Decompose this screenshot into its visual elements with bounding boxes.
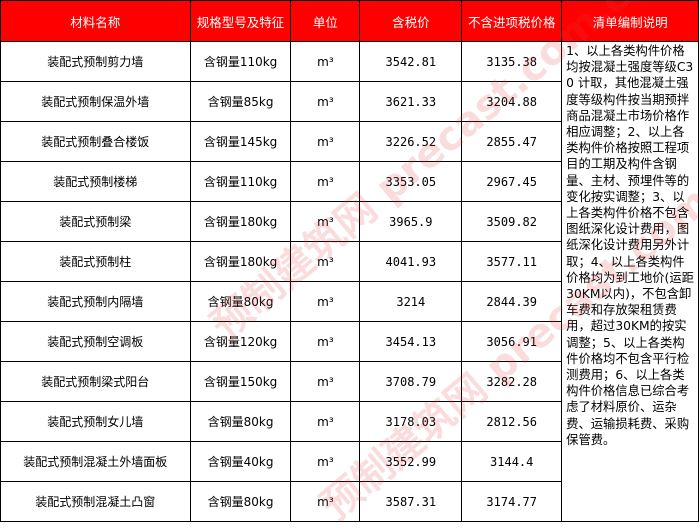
- cell-unit: m³: [290, 441, 361, 482]
- cell-spec: 含钢量150kg: [189, 361, 292, 402]
- table-row: 装配式预制剪力墙 含钢量110kg m³ 3542.81 3135.38 1、以上各类构件…: [0, 41, 699, 522]
- cell-material-name: 装配式预制混凝土外墙面板: [0, 441, 191, 482]
- cell-spec: 含钢量80kg: [189, 481, 292, 522]
- cell-price-no-tax: 3144.4: [461, 441, 563, 482]
- cell-price-no-tax: 3135.38: [461, 41, 563, 82]
- cell-price-tax: 3226.52: [359, 121, 463, 162]
- table-row: 装配式预制梁 含钢量180kg m³ 3965.9 3509.82: [0, 201, 699, 242]
- cell-spec: 含钢量180kg: [189, 241, 292, 282]
- cell-price-no-tax: 3282.28: [461, 361, 563, 402]
- cell-material-name: 装配式预制内隔墙: [0, 281, 191, 322]
- cell-spec: 含钢量145kg: [189, 121, 292, 162]
- cell-unit: m³: [290, 361, 361, 402]
- cell-price-tax: 3621.33: [359, 81, 463, 122]
- cell-material-name: 装配式预制剪力墙: [0, 41, 191, 82]
- header-unit: 单位: [290, 0, 361, 42]
- cell-unit: m³: [290, 401, 361, 442]
- cell-price-no-tax: 2967.45: [461, 161, 563, 202]
- cell-price-tax: 3214: [359, 281, 463, 322]
- cell-price-no-tax: 3509.82: [461, 201, 563, 242]
- cell-price-tax: 3708.79: [359, 361, 463, 402]
- cell-material-name: 装配式预制叠合楼饭: [0, 121, 191, 162]
- cell-unit: m³: [290, 41, 361, 82]
- cell-spec: 含钢量180kg: [189, 201, 292, 242]
- cell-spec: 含钢量80kg: [189, 281, 292, 322]
- cell-material-name: 装配式预制女儿墙: [0, 401, 191, 442]
- cell-spec: 含钢量110kg: [189, 161, 292, 202]
- cell-spec: 含钢量120kg: [189, 321, 292, 362]
- header-spec: 规格型号及特征: [189, 0, 292, 42]
- table-row: 装配式预制内隔墙 含钢量80kg m³ 3214 2844.39: [0, 281, 699, 322]
- cell-unit: m³: [290, 121, 361, 162]
- table-row: 装配式预制楼梯 含钢量110kg m³ 3353.05 2967.45: [0, 161, 699, 202]
- cell-price-tax: 3965.9: [359, 201, 463, 242]
- cell-price-tax: 3587.31: [359, 481, 463, 522]
- cell-price-no-tax: 3174.77: [461, 481, 563, 522]
- cell-price-no-tax: 2844.39: [461, 281, 563, 322]
- cell-price-no-tax: 2812.56: [461, 401, 563, 442]
- cell-price-tax: 3178.03: [359, 401, 463, 442]
- cell-material-name: 装配式预制混凝土凸窗: [0, 481, 191, 522]
- cell-price-tax: 3542.81: [359, 41, 463, 82]
- cell-material-name: 装配式预制保温外墙: [0, 81, 191, 122]
- cell-material-name: 装配式预制柱: [0, 241, 191, 282]
- cell-price-no-tax: 3056.91: [461, 321, 563, 362]
- cell-material-name: 装配式预制梁式阳台: [0, 361, 191, 402]
- table-row: 装配式预制保温外墙 含钢量85kg m³ 3621.33 3204.88: [0, 81, 699, 122]
- cell-material-name: 装配式预制楼梯: [0, 161, 191, 202]
- cell-unit: m³: [290, 81, 361, 122]
- cell-price-tax: 3552.99: [359, 441, 463, 482]
- cell-unit: m³: [290, 161, 361, 202]
- table-row: 装配式预制混凝土外墙面板 含钢量40kg m³ 3552.99 3144.4: [0, 441, 699, 482]
- cell-unit: m³: [290, 481, 361, 522]
- table-row: 装配式预制叠合楼饭 含钢量145kg m³ 3226.52 2855.47: [0, 121, 699, 162]
- cell-material-name: 装配式预制梁: [0, 201, 191, 242]
- cell-price-tax: 3454.13: [359, 321, 463, 362]
- cell-price-no-tax: 3577.11: [461, 241, 563, 282]
- cell-price-no-tax: 3204.88: [461, 81, 563, 122]
- header-row: 材料名称 规格型号及特征 单位 含税价 不含进项税价格 清单编制说明: [0, 0, 699, 42]
- cell-notes: 1、以上各类构件价格均按混凝土强度等级C30 计取，其他混凝土强度等级构件按当期…: [561, 41, 699, 522]
- cell-spec: 含钢量110kg: [189, 41, 292, 82]
- header-material-name: 材料名称: [0, 0, 191, 42]
- table-row: 装配式预制女儿墙 含钢量80kg m³ 3178.03 2812.56: [0, 401, 699, 442]
- cell-unit: m³: [290, 281, 361, 322]
- table-row: 装配式预制柱 含钢量180kg m³ 4041.93 3577.11: [0, 241, 699, 282]
- cell-spec: 含钢量85kg: [189, 81, 292, 122]
- cell-price-tax: 4041.93: [359, 241, 463, 282]
- cell-unit: m³: [290, 241, 361, 282]
- header-price-tax: 含税价: [359, 0, 463, 42]
- cell-spec: 含钢量80kg: [189, 401, 292, 442]
- cell-spec: 含钢量40kg: [189, 441, 292, 482]
- cell-material-name: 装配式预制空调板: [0, 321, 191, 362]
- cell-price-no-tax: 2855.47: [461, 121, 563, 162]
- cell-unit: m³: [290, 201, 361, 242]
- cell-unit: m³: [290, 321, 361, 362]
- header-price-no-tax: 不含进项税价格: [461, 0, 563, 42]
- table-row: 装配式预制混凝土凸窗 含钢量80kg m³ 3587.31 3174.77: [0, 481, 699, 522]
- header-notes: 清单编制说明: [561, 0, 699, 42]
- cell-price-tax: 3353.05: [359, 161, 463, 202]
